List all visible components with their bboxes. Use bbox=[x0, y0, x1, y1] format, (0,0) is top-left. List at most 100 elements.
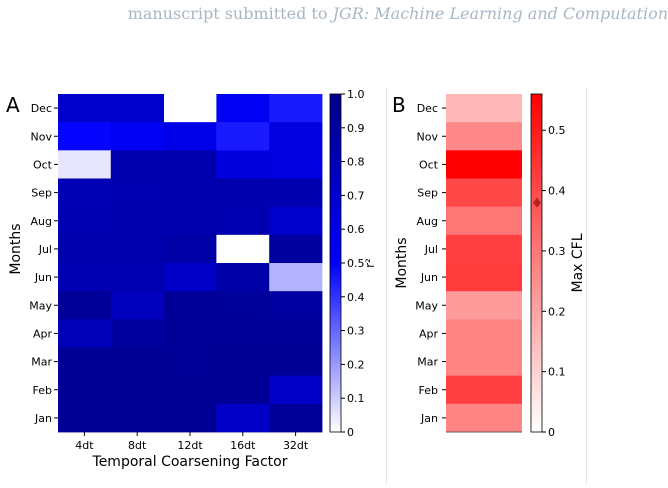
heatmap-cell bbox=[269, 263, 323, 292]
heatmap-cell bbox=[269, 94, 323, 123]
heatmap-cell bbox=[110, 347, 164, 377]
heatmap-cell bbox=[110, 206, 164, 236]
heatmap-cell bbox=[163, 347, 217, 377]
y-tick-label: Jun bbox=[420, 271, 438, 284]
heatmap-cell bbox=[58, 319, 112, 348]
y-tick-label: Jan bbox=[420, 412, 438, 425]
colorbar-tick-label: 0.8 bbox=[347, 156, 365, 169]
heatmap-cell bbox=[58, 206, 112, 236]
heatmap-cell bbox=[110, 234, 164, 264]
heatmap-cell bbox=[58, 291, 112, 320]
heatmap-cell bbox=[110, 291, 164, 320]
heatmap-cell bbox=[58, 375, 112, 405]
heatmap-cell bbox=[163, 263, 217, 292]
colorbar-diamond-marker bbox=[533, 197, 541, 208]
y-tick-label: Dec bbox=[417, 102, 438, 115]
x-tick-label: 16dt bbox=[230, 439, 256, 452]
y-tick-label: Dec bbox=[31, 102, 52, 115]
heatmap-cell bbox=[216, 347, 270, 377]
y-tick-label: May bbox=[29, 299, 52, 312]
heatmap-cell bbox=[216, 319, 270, 348]
panel-a: A Dec Nov Oct Sep Aug Jul Jun May Apr Mar Feb Jan 4… bbox=[6, 88, 377, 470]
panel-b-colorbar bbox=[531, 94, 542, 432]
panel-b-y-axis-label: Months bbox=[394, 237, 410, 288]
colorbar-tick-label: 0.2 bbox=[347, 358, 365, 371]
heatmap-cell bbox=[110, 122, 164, 151]
colorbar-tick-label: 0.4 bbox=[548, 185, 566, 198]
colorbar-tick-label: 0.5 bbox=[347, 257, 365, 270]
panel-a-y-ticks: Dec Nov Oct Sep Aug Jul Jun May Apr Mar Feb Jan bbox=[29, 102, 58, 425]
panel-b-colorbar-label: Max CFL bbox=[570, 233, 586, 292]
heatmap-cell bbox=[216, 94, 270, 123]
colorbar-tick-label: 1.0 bbox=[347, 88, 365, 101]
heatmap-cell bbox=[58, 234, 112, 264]
heatmap-cell bbox=[58, 94, 112, 123]
heatmap-cell bbox=[269, 206, 323, 236]
heatmap-cell bbox=[163, 122, 217, 151]
heatmap-cell bbox=[58, 178, 112, 208]
journal-name: JGR: Machine Learning and Computation bbox=[332, 4, 668, 23]
panel-a-heatmap bbox=[58, 94, 323, 433]
heatmap-cell bbox=[269, 347, 323, 377]
y-tick-label: Sep bbox=[31, 187, 52, 200]
heatmap-cell bbox=[216, 403, 270, 433]
cfl-cell bbox=[446, 206, 522, 236]
cfl-cell bbox=[446, 263, 522, 292]
panel-a-y-axis-label: Months bbox=[8, 223, 24, 274]
heatmap-cell bbox=[110, 263, 164, 292]
y-tick-label: Jul bbox=[424, 243, 438, 256]
colorbar-tick-label: 0.3 bbox=[548, 245, 566, 258]
y-tick-label: Jul bbox=[38, 243, 52, 256]
heatmap-cell bbox=[163, 319, 217, 348]
heatmap-cell bbox=[163, 150, 217, 179]
header-prefix: manuscript submitted to bbox=[127, 4, 333, 23]
colorbar-tick-label: 0.3 bbox=[347, 325, 365, 338]
colorbar-tick-label: 0 bbox=[347, 426, 354, 439]
heatmap-cell bbox=[110, 150, 164, 179]
y-tick-label: Nov bbox=[417, 130, 439, 143]
cfl-cell bbox=[446, 403, 522, 433]
panel-a-colorbar-ticks: 0 0.1 0.2 0.3 0.4 0.5 0.6 0.7 0.8 0.9 1.0 bbox=[329, 88, 365, 439]
x-tick-label: 32dt bbox=[283, 439, 309, 452]
heatmap-cell bbox=[58, 347, 112, 377]
heatmap-cell bbox=[58, 403, 112, 433]
colorbar-tick-label: 0.1 bbox=[347, 392, 365, 405]
heatmap-cell bbox=[269, 122, 323, 151]
cfl-cell bbox=[446, 375, 522, 405]
heatmap-cell bbox=[216, 263, 270, 292]
panel-a-colorbar-label: r² bbox=[363, 258, 377, 268]
colorbar-tick-label: 0.9 bbox=[347, 122, 365, 135]
y-tick-label: Apr bbox=[33, 327, 53, 340]
panel-a-colorbar bbox=[330, 94, 341, 432]
heatmap-cell bbox=[216, 291, 270, 320]
colorbar-tick-label: 0.1 bbox=[548, 366, 566, 379]
y-tick-label: Aug bbox=[31, 215, 52, 228]
heatmap-cell bbox=[269, 291, 323, 320]
panel-b-label: B bbox=[392, 93, 406, 117]
page-header: manuscript submitted to JGR: Machine Lea… bbox=[0, 4, 668, 23]
heatmap-cell bbox=[216, 122, 270, 151]
colorbar-tick-label: 0.7 bbox=[347, 189, 365, 202]
heatmap-cell bbox=[269, 178, 323, 208]
x-tick-label: 12dt bbox=[177, 439, 203, 452]
panel-a-x-ticks: 4dt 8dt 12dt 16dt 32dt bbox=[75, 432, 309, 452]
panel-b-heatmap bbox=[446, 94, 522, 433]
y-tick-label: Jun bbox=[34, 271, 52, 284]
panel-a-x-axis-label: Temporal Coarsening Factor bbox=[92, 454, 288, 470]
heatmap-cell bbox=[110, 403, 164, 433]
colorbar-frame bbox=[530, 93, 543, 433]
heatmap-cell bbox=[110, 178, 164, 208]
y-tick-label: Nov bbox=[31, 130, 53, 143]
heatmap-cell bbox=[110, 375, 164, 405]
heatmap-cell bbox=[216, 206, 270, 236]
y-tick-label: Feb bbox=[33, 384, 52, 397]
heatmap-cell bbox=[216, 178, 270, 208]
y-tick-label: Mar bbox=[31, 356, 52, 369]
y-tick-label: Sep bbox=[417, 187, 438, 200]
panel-b-colorbar-ticks: 0 0.1 0.2 0.3 0.4 0.5 bbox=[530, 93, 566, 439]
panel-b: B Dec Nov Oct Sep Aug Jul Jun May Apr Mar Feb Jan M… bbox=[392, 93, 586, 439]
heatmap-cell bbox=[269, 319, 323, 348]
heatmap-cell bbox=[163, 178, 217, 208]
x-tick-label: 8dt bbox=[128, 439, 147, 452]
